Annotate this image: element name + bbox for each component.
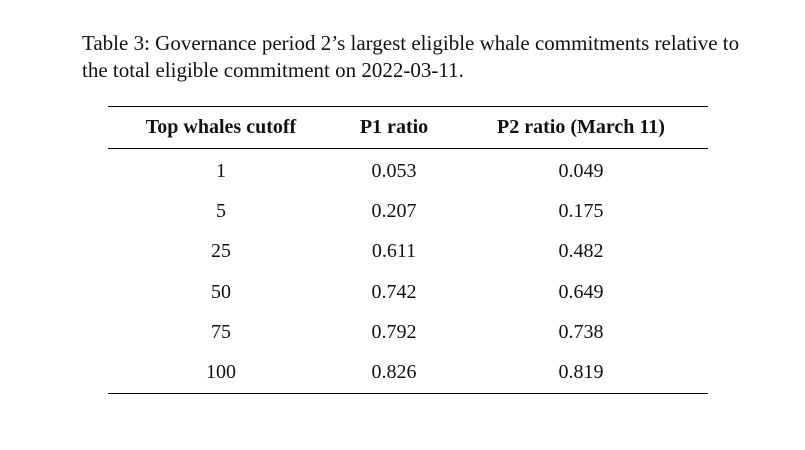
caption-text: Governance period 2’s largest eligible w… [82, 31, 740, 82]
cell-p1-ratio: 0.611 [371, 240, 417, 263]
caption-label: Table 3: [82, 31, 150, 55]
header-row: Top whales cutoff P1 ratio P2 ratio (Mar… [108, 106, 708, 149]
table-row: 5 0.207 0.175 [108, 191, 708, 231]
table-caption: Table 3: Governance period 2’s largest e… [82, 30, 742, 84]
cell-p1-ratio: 0.826 [371, 361, 417, 384]
cell-p1-ratio: 0.207 [371, 199, 417, 222]
cell-p2-ratio: 0.819 [558, 361, 604, 384]
header-p2-ratio: P2 ratio (March 11) [497, 116, 665, 138]
table-row: 75 0.792 0.738 [108, 312, 708, 352]
header-top-whales-cutoff: Top whales cutoff [145, 116, 297, 138]
table-row: 1 0.053 0.049 [108, 149, 708, 192]
cell-cutoff: 50 [211, 280, 231, 303]
cell-p2-ratio: 0.738 [558, 320, 604, 343]
table-row: 100 0.826 0.819 [108, 352, 708, 394]
cell-p2-ratio: 0.175 [558, 199, 604, 222]
table-row: 50 0.742 0.649 [108, 272, 708, 312]
cell-p1-ratio: 0.053 [371, 159, 417, 182]
cell-p1-ratio: 0.742 [371, 280, 417, 303]
table-header: Top whales cutoff P1 ratio P2 ratio (Mar… [108, 106, 708, 149]
cell-cutoff: 5 [216, 199, 226, 222]
table-body: 1 0.053 0.049 5 0.207 0.175 25 0.611 0.4… [108, 149, 708, 394]
data-table-container: Top whales cutoff P1 ratio P2 ratio (Mar… [108, 106, 708, 394]
header-p1-ratio: P1 ratio [359, 116, 429, 138]
cell-p1-ratio: 0.792 [371, 320, 417, 343]
cell-p2-ratio: 0.649 [558, 280, 604, 303]
cell-p2-ratio: 0.049 [558, 159, 604, 182]
cell-p2-ratio: 0.482 [558, 240, 604, 263]
whale-commitments-table: Top whales cutoff P1 ratio P2 ratio (Mar… [108, 106, 708, 394]
cell-cutoff: 100 [206, 361, 236, 384]
table-row: 25 0.611 0.482 [108, 232, 708, 272]
cell-cutoff: 75 [211, 320, 231, 343]
cell-cutoff: 1 [216, 159, 226, 182]
cell-cutoff: 25 [211, 240, 231, 263]
